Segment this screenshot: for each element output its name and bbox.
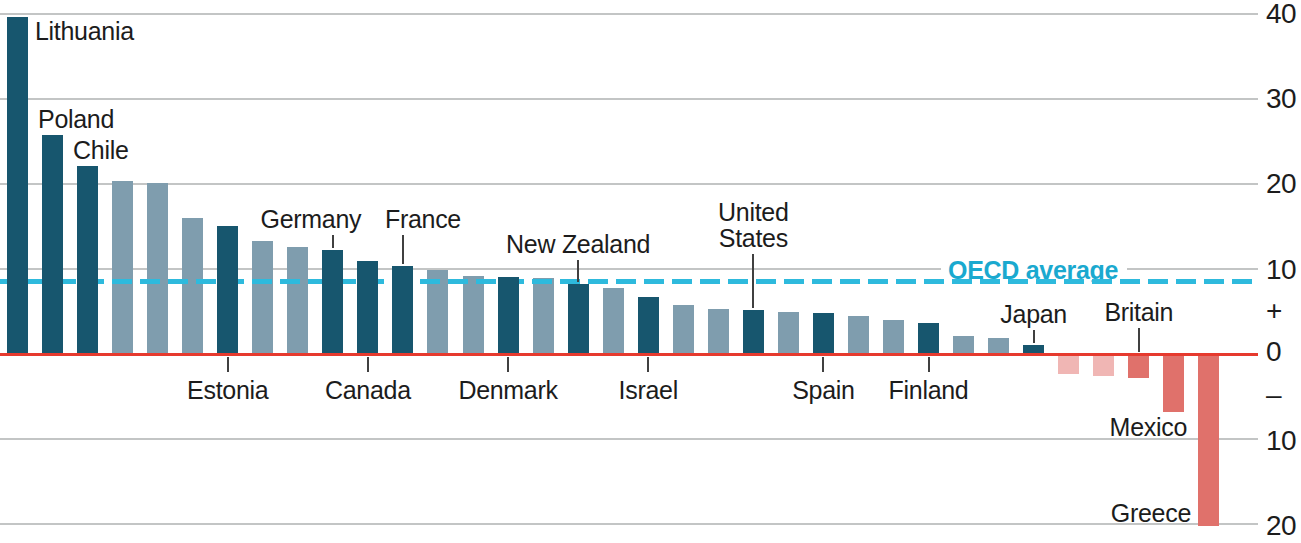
y-axis-label: 30	[1266, 85, 1296, 113]
bar	[182, 218, 203, 354]
bar-france	[392, 266, 413, 354]
country-label-united-states: United States	[706, 199, 801, 251]
country-label-denmark: Denmark	[458, 377, 557, 403]
gridline-30	[0, 98, 1258, 100]
label-pointer-japan	[1033, 330, 1035, 343]
y-axis-label: 20	[1266, 512, 1296, 540]
bar	[1093, 356, 1114, 376]
bar-israel	[638, 297, 659, 354]
country-label-britain: Britain	[1104, 299, 1173, 325]
label-pointer-canada	[367, 357, 369, 372]
label-pointer-united-states	[752, 254, 754, 308]
bar	[252, 241, 273, 354]
label-pointer-estonia	[227, 357, 229, 372]
bar	[603, 288, 624, 354]
country-label-lithuania: Lithuania	[35, 18, 134, 44]
bar	[112, 181, 133, 354]
bar	[883, 320, 904, 354]
bar-spain	[813, 313, 834, 354]
bar	[708, 309, 729, 354]
country-label-poland: Poland	[38, 106, 114, 132]
bar-new-zealand	[568, 284, 589, 354]
label-pointer-spain	[822, 357, 824, 372]
bar-germany	[322, 250, 343, 354]
country-label-new-zealand: New Zealand	[506, 231, 650, 257]
oecd-average-line	[0, 279, 1258, 284]
zero-axis-line	[0, 353, 1258, 356]
bar-denmark	[498, 277, 519, 354]
country-label-greece: Greece	[1111, 500, 1191, 526]
label-pointer-france	[402, 235, 404, 264]
label-pointer-israel	[647, 357, 649, 372]
bar	[778, 312, 799, 354]
bar	[287, 247, 308, 354]
country-label-germany: Germany	[261, 206, 362, 232]
label-pointer-denmark	[507, 357, 509, 372]
bar	[147, 183, 168, 354]
y-axis-label: –	[1266, 381, 1281, 409]
country-label-israel: Israel	[619, 377, 678, 403]
label-pointer-finland	[928, 357, 930, 372]
bar-canada	[357, 261, 378, 354]
y-axis-label: 10	[1266, 427, 1296, 455]
bar-poland	[42, 135, 63, 354]
bar-mexico	[1163, 356, 1184, 413]
bar-chart: 40302010+0–1020OECD averageLithuaniaPola…	[0, 0, 1301, 543]
bar	[533, 278, 554, 355]
y-axis-label: 10	[1266, 256, 1296, 284]
bar	[463, 276, 484, 354]
country-label-spain: Spain	[792, 377, 854, 403]
bar-lithuania	[7, 17, 28, 354]
country-label-france: France	[385, 206, 461, 232]
country-label-chile: Chile	[73, 137, 128, 163]
country-label-japan: Japan	[1000, 301, 1067, 327]
country-label-canada: Canada	[325, 377, 411, 403]
label-pointer-britain	[1138, 328, 1140, 352]
bar-finland	[918, 323, 939, 354]
gridline-40	[0, 13, 1258, 15]
country-label-estonia: Estonia	[187, 377, 268, 403]
gridline--20	[0, 523, 1258, 525]
bar-britain	[1128, 356, 1149, 378]
bar-estonia	[217, 226, 238, 354]
bar	[1058, 356, 1079, 375]
y-axis-label: 0	[1266, 338, 1281, 366]
y-axis-label: +	[1266, 297, 1282, 325]
label-pointer-new-zealand	[577, 260, 579, 282]
bar-greece	[1198, 356, 1219, 526]
gridline-20	[0, 183, 1258, 185]
bar	[673, 305, 694, 354]
country-label-finland: Finland	[889, 377, 969, 403]
y-axis-label: 40	[1266, 0, 1296, 28]
country-label-mexico: Mexico	[1110, 414, 1187, 440]
bar	[953, 336, 974, 354]
label-pointer-germany	[332, 235, 334, 248]
bar-chile	[77, 166, 98, 354]
gridline--10	[0, 438, 1258, 440]
bar-united-states	[743, 310, 764, 354]
y-axis-label: 20	[1266, 170, 1296, 198]
bar	[848, 316, 869, 354]
